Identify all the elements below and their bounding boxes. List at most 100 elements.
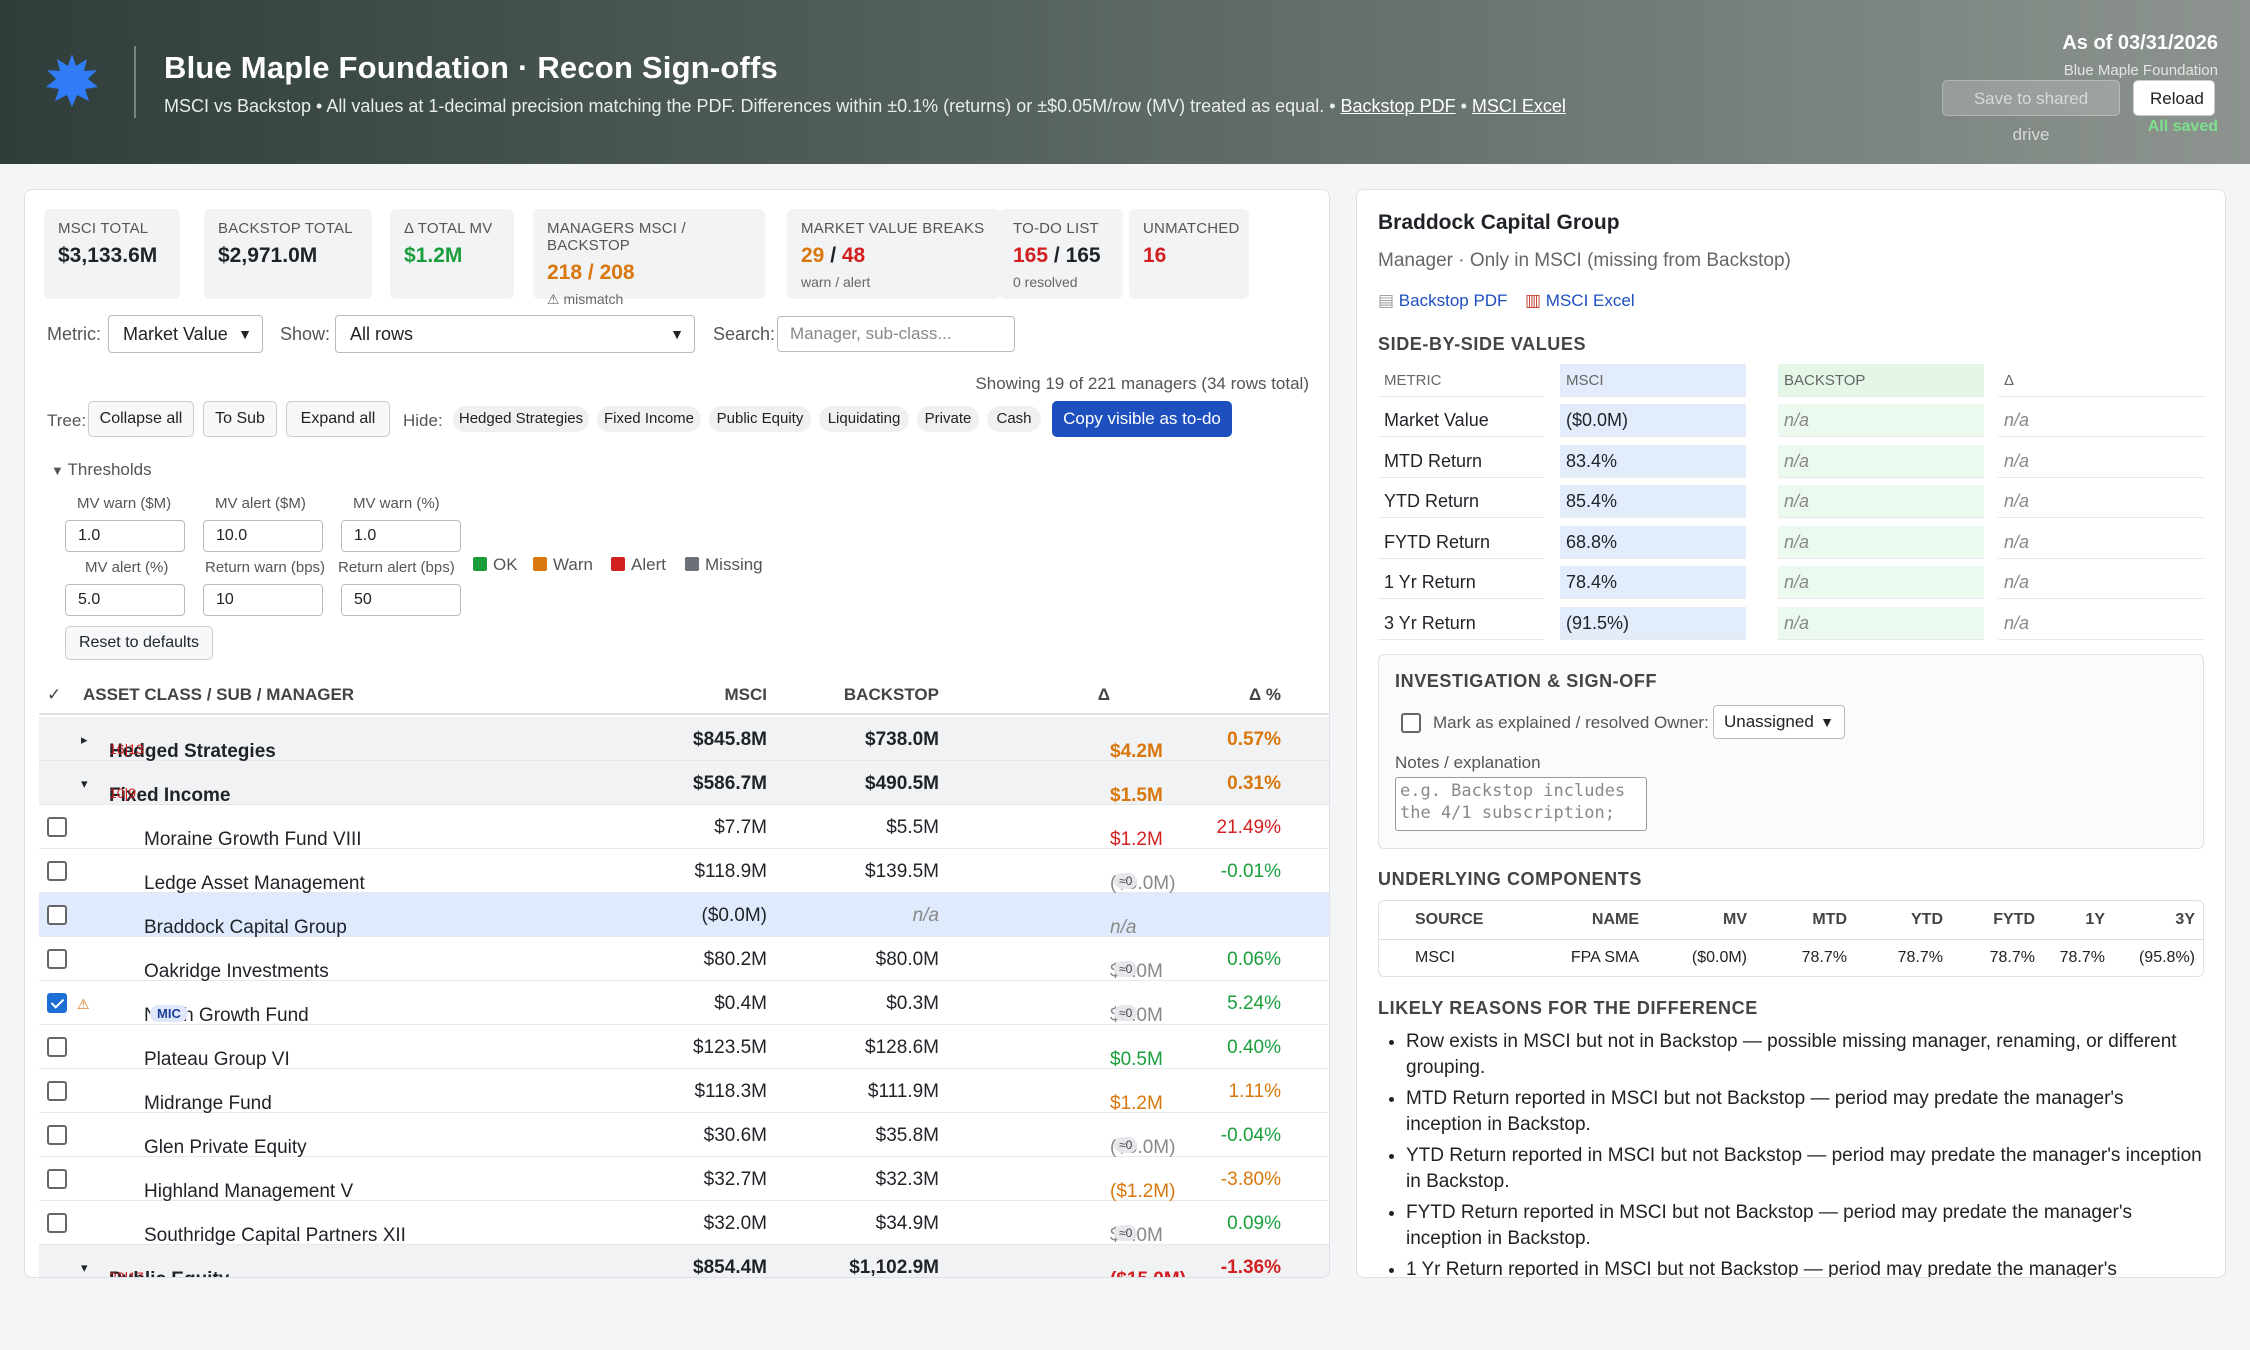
row-checkbox[interactable]: [47, 861, 67, 881]
uc-header-cell: MTD: [1812, 911, 1847, 928]
row-checkbox[interactable]: [47, 1213, 67, 1233]
metric-select[interactable]: Market Value ▼: [108, 315, 263, 353]
delta-text: ($15.0M): [1110, 1269, 1186, 1277]
hide-chip-private[interactable]: Private: [917, 406, 979, 432]
row-checkbox[interactable]: [47, 949, 67, 969]
mv-alert-pct-input[interactable]: 5.0: [65, 584, 185, 616]
mv-alert-m-input[interactable]: 10.0: [203, 520, 323, 552]
uc-divider: [1379, 939, 2203, 940]
show-select[interactable]: All rows ▼: [335, 315, 695, 353]
group-row[interactable]: ▾ Fixed Income 10|9 $586.7M $490.5M $1.5M 0.3…: [39, 761, 1329, 806]
approx-equal-badge: ≈0: [1114, 1137, 1138, 1153]
search-input[interactable]: Manager, sub-class...: [777, 316, 1015, 352]
underlying-components-title: UNDERLYING COMPONENTS: [1378, 869, 1642, 889]
mv-warn-pct-input[interactable]: 1.0: [341, 520, 461, 552]
hide-chip-fixed-income[interactable]: Fixed Income: [597, 406, 701, 432]
save-to-shared-drive-button[interactable]: Save to shared drive: [1942, 80, 2120, 144]
row-checkbox[interactable]: [47, 1081, 67, 1101]
copy-visible-todo-button[interactable]: Copy visible as to-do: [1052, 401, 1232, 437]
manager-label: Braddock Capital Group: [144, 917, 347, 938]
reload-button[interactable]: Reload: [2133, 80, 2215, 116]
delta-pct-value: -0.04%: [1220, 1125, 1281, 1146]
uc-header-cell: MV: [1723, 911, 1747, 928]
kpi-value-b: 208: [599, 261, 635, 284]
hide-chip-hedged-strategies[interactable]: Hedged Strategies: [453, 406, 589, 432]
mark-resolved-checkbox[interactable]: [1401, 713, 1421, 733]
row-checkbox[interactable]: [47, 905, 67, 925]
manager-row[interactable]: Glen Private Equity $30.6M $35.8M ($0.0M) ≈0…: [39, 1113, 1329, 1158]
row-checkbox[interactable]: [47, 1125, 67, 1145]
msci-excel-link[interactable]: ▥ MSCI Excel: [1525, 291, 1635, 311]
thresholds-toggle[interactable]: ▼ Thresholds: [51, 460, 152, 480]
expand-all-button[interactable]: Expand all: [286, 401, 390, 437]
delta-text: ($1.2M): [1110, 1181, 1176, 1202]
sbs-metric-cell: MTD Return: [1378, 445, 1544, 478]
manager-row[interactable]: Plateau Group VI $123.5M $128.6M $0.5M 0.40%: [39, 1025, 1329, 1070]
kpi-label: TO-DO LIST: [1013, 220, 1099, 237]
notes-textarea[interactable]: e.g. Backstop includes the 4/1 subscript…: [1395, 777, 1647, 831]
expand-toggle-icon[interactable]: ▾: [81, 1260, 88, 1275]
group-row[interactable]: ▸ Hedged Strategies 16|13 $845.8M $738.0M $4…: [39, 717, 1329, 762]
show-label: Show:: [280, 324, 331, 344]
sbs-backstop-cell: n/a: [1778, 444, 1984, 478]
detail-subtitle: Manager · Only in MSCI (missing from Bac…: [1378, 250, 1791, 271]
kpi-sub: ⚠ mismatch: [547, 291, 624, 307]
mv-alert-pct-label: MV alert (%): [85, 559, 169, 576]
row-checkbox[interactable]: [47, 993, 67, 1013]
hide-chip-liquidating[interactable]: Liquidating: [819, 406, 909, 432]
reset-defaults-button[interactable]: Reset to defaults: [65, 626, 213, 660]
manager-row[interactable]: Moraine Growth Fund VIII $7.7M $5.5M $1.2M 2…: [39, 805, 1329, 850]
kpi-label: Δ TOTAL MV: [404, 220, 493, 237]
kpi-sub: 0 resolved: [1013, 274, 1078, 290]
rows-showing-count: Showing 19 of 221 managers (34 rows tota…: [975, 374, 1309, 393]
to-sub-button[interactable]: To Sub: [203, 401, 277, 437]
return-warn-input[interactable]: 10: [203, 584, 323, 616]
manager-row[interactable]: Midrange Fund $118.3M $111.9M $1.2M 1.11%: [39, 1069, 1329, 1114]
delta-column-header[interactable]: Δ: [1097, 685, 1110, 704]
hide-chip-cash[interactable]: Cash: [987, 406, 1041, 432]
delta-pct-value: -0.01%: [1220, 861, 1281, 882]
mv-warn-m-input[interactable]: 1.0: [65, 520, 185, 552]
manager-row[interactable]: Highland Management V $32.7M $32.3M ($1.2M)…: [39, 1157, 1329, 1202]
backstop-column-header[interactable]: BACKSTOP: [843, 685, 939, 704]
manager-row[interactable]: Braddock Capital Group ($0.0M) n/a n/a: [39, 893, 1329, 938]
triangle-down-icon: ▼: [51, 463, 68, 478]
manager-row[interactable]: Southridge Capital Partners XII $32.0M $34…: [39, 1201, 1329, 1246]
mv-alert-m-label: MV alert ($M): [215, 495, 306, 512]
delta-text: $0.5M: [1110, 1049, 1163, 1070]
manager-row[interactable]: ⚠Notch Growth FundMIC$0.4M$0.3M$0.0M≈05.…: [39, 981, 1329, 1026]
investigation-box: INVESTIGATION & SIGN-OFF Mark as explain…: [1378, 654, 2204, 849]
mic-badge: MIC: [150, 1005, 188, 1022]
collapse-all-button[interactable]: Collapse all: [88, 401, 194, 437]
row-checkbox[interactable]: [47, 1169, 67, 1189]
msci-column-header[interactable]: MSCI: [724, 685, 768, 704]
thresholds-label: Thresholds: [67, 460, 152, 479]
alert-swatch: [611, 557, 625, 571]
manager-row[interactable]: Ledge Asset Management $118.9M $139.5M ($0.…: [39, 849, 1329, 894]
msci-value: ($0.0M): [701, 905, 767, 926]
name-column-header[interactable]: ASSET CLASS / SUB / MANAGER: [83, 685, 355, 704]
legend-alert: Alert: [611, 555, 666, 575]
sbs-metric-cell: FYTD Return: [1378, 526, 1544, 559]
msci-value: $32.7M: [703, 1169, 767, 1190]
kpi-delta-total-mv: Δ TOTAL MV $1.2M: [390, 209, 514, 299]
reason-item: YTD Return reported in MSCI but not Back…: [1406, 1143, 2204, 1195]
manager-row[interactable]: Oakridge Investments$80.2M$80.0M$0.0M≈00…: [39, 937, 1329, 982]
uc-cell: MSCI: [1415, 949, 1455, 966]
uc-cell: 78.7%: [2059, 949, 2105, 966]
hide-chip-public-equity[interactable]: Public Equity: [709, 406, 811, 432]
manager-label: Southridge Capital Partners XII: [144, 1225, 406, 1246]
backstop-pdf-link[interactable]: ▤ Backstop PDF: [1378, 291, 1507, 311]
delta-pct-column-header[interactable]: Δ %: [1248, 685, 1281, 704]
owner-select[interactable]: Unassigned ▼: [1713, 705, 1845, 739]
kpi-label: BACKSTOP TOTAL: [218, 220, 353, 237]
backstop-pdf-link[interactable]: Backstop PDF: [1340, 96, 1456, 116]
expand-toggle-icon[interactable]: ▸: [81, 732, 88, 747]
group-row[interactable]: ▾ Public Equity 23|17 $854.4M $1,102.9M ($15…: [39, 1245, 1329, 1277]
return-alert-input[interactable]: 50: [341, 584, 461, 616]
expand-toggle-icon[interactable]: ▾: [81, 776, 88, 791]
row-checkbox[interactable]: [47, 817, 67, 837]
excel-chart-icon: ▥: [1525, 291, 1546, 310]
msci-excel-link[interactable]: MSCI Excel: [1471, 96, 1566, 116]
row-checkbox[interactable]: [47, 1037, 67, 1057]
